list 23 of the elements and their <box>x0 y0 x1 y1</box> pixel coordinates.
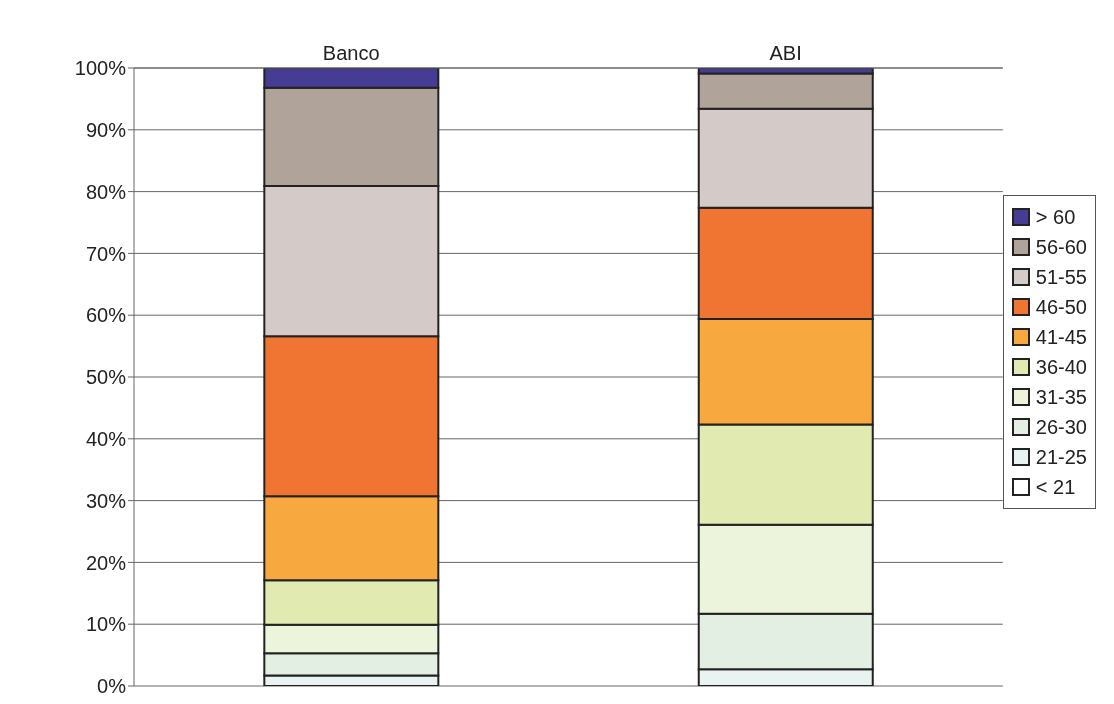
legend-label: 46-50 <box>1035 295 1087 319</box>
y-tick-label: 40% <box>85 427 127 450</box>
y-tick-label: 30% <box>85 489 127 512</box>
legend-label: 51-55 <box>1035 265 1087 289</box>
legend-label: 36-40 <box>1035 355 1087 379</box>
legend-label: 26-30 <box>1035 415 1087 439</box>
legend-label: 21-25 <box>1035 445 1087 469</box>
legend-label: 31-35 <box>1035 385 1087 409</box>
y-tick-label: 70% <box>85 242 127 265</box>
x-tick-label: ABI <box>769 42 802 64</box>
legend-label: < 21 <box>1035 475 1076 499</box>
y-tick-label: 100% <box>74 57 127 80</box>
y-tick-label: 60% <box>85 304 127 327</box>
legend-label: 41-45 <box>1035 325 1087 349</box>
y-tick-label: 20% <box>85 551 127 574</box>
y-tick-label: 10% <box>85 613 127 636</box>
y-tick-label: 50% <box>85 366 127 389</box>
legend-label: 56-60 <box>1035 235 1087 259</box>
x-tick-label: Banco <box>322 42 380 64</box>
y-tick-label: 0% <box>97 675 127 698</box>
legend-label: > 60 <box>1035 205 1076 229</box>
y-tick-label: 90% <box>85 118 127 141</box>
y-tick-label: 80% <box>85 180 127 203</box>
